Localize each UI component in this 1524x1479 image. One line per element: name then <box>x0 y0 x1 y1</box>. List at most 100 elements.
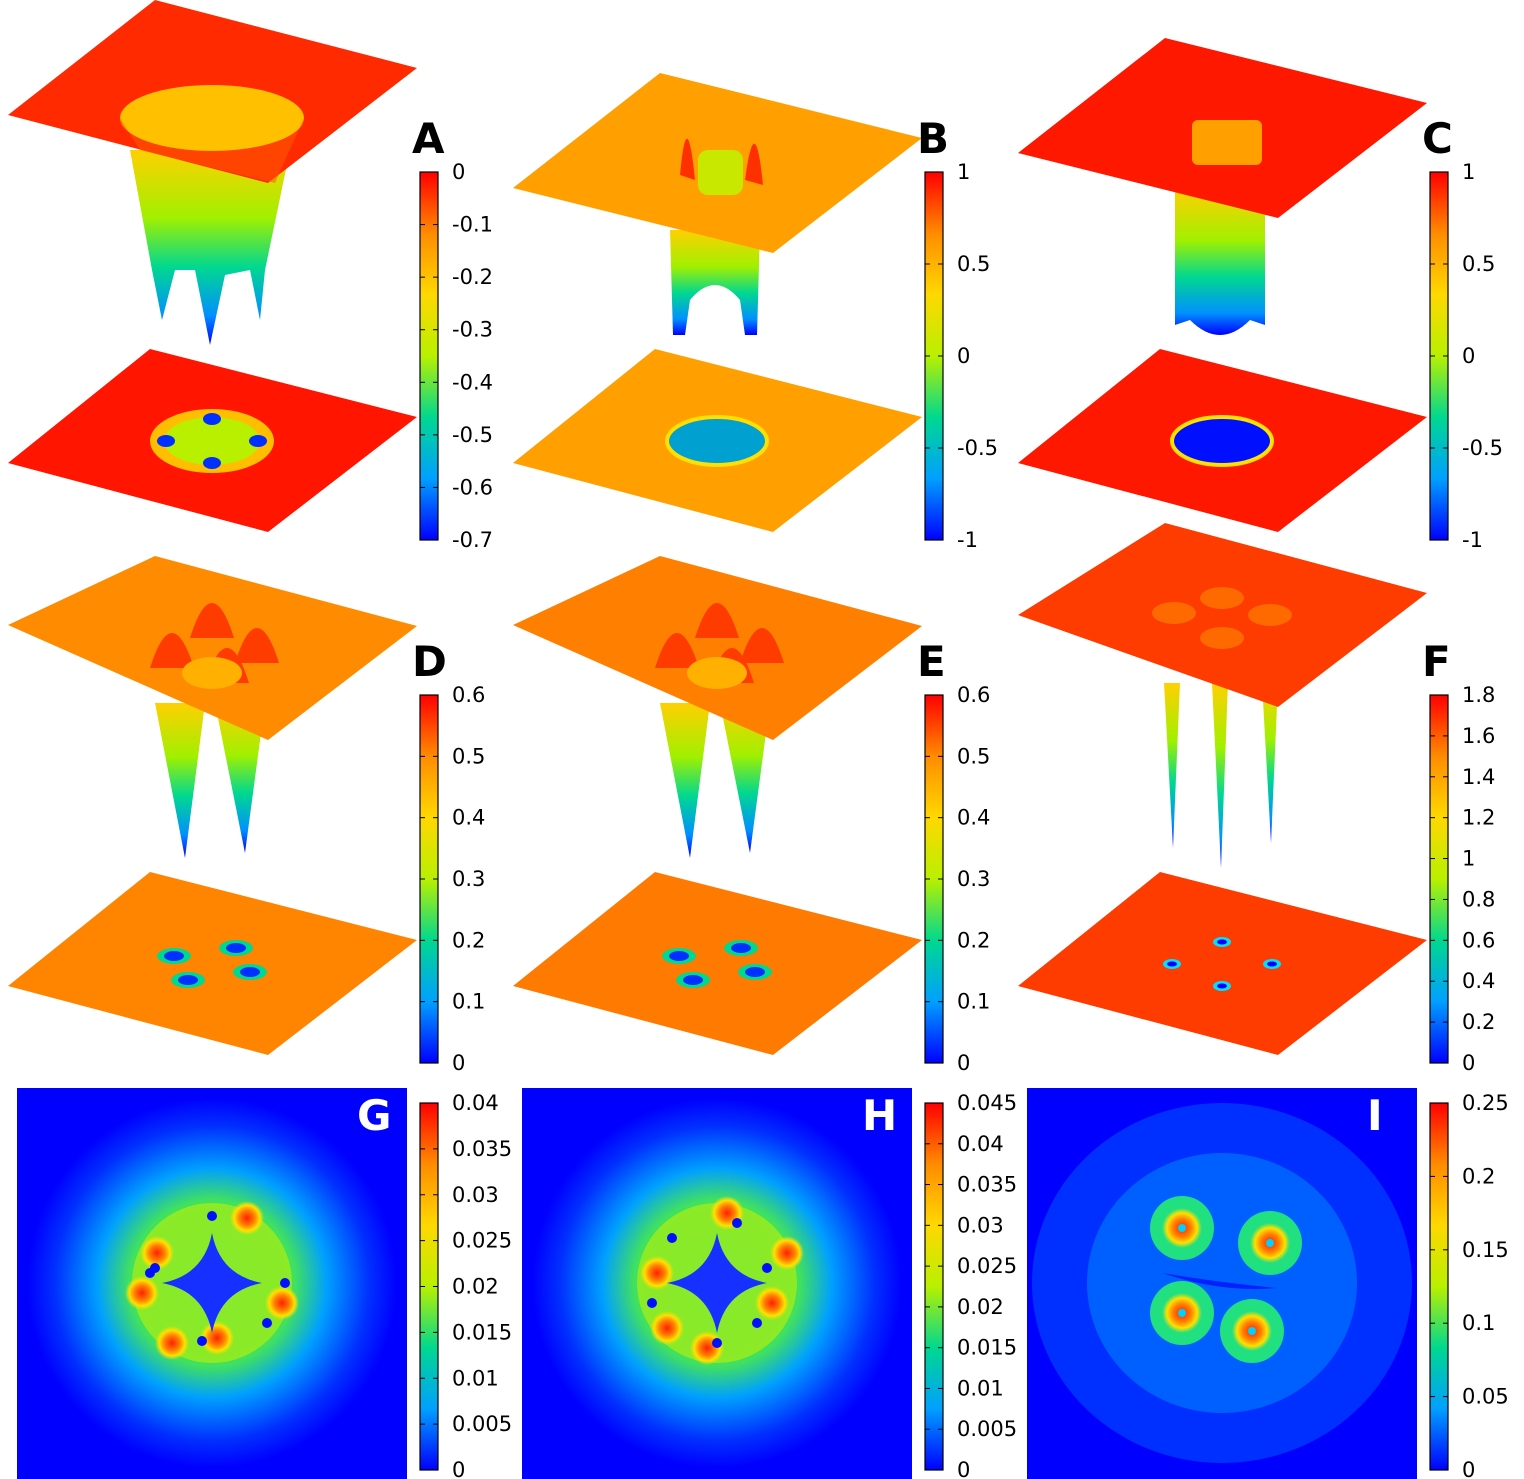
colorbar-tick-label: -1 <box>1462 528 1483 552</box>
colorbar-tick-label: 0.1 <box>452 990 485 1014</box>
surface-dimple <box>1152 602 1196 624</box>
colorbar-tick-label: 1 <box>957 160 970 184</box>
projection-plane <box>1018 872 1427 1055</box>
colorbar-tick-label: 0.6 <box>957 683 990 707</box>
colorbar-tick-label: 0.15 <box>1462 1238 1509 1262</box>
surface-peak <box>655 633 699 668</box>
heatmap-star <box>162 1233 262 1333</box>
colorbar-tick-label: 0.4 <box>957 806 990 830</box>
colorbar-tick-label: 0.4 <box>452 806 485 830</box>
panel-H: H 0.045 0.04 0.035 0.03 0.025 0.02 0.015 0.01 0.0… <box>522 1088 1017 1479</box>
panel-B: 1 0.5 0 -0.5 -1 B <box>513 73 998 552</box>
heatmap-hotspot <box>125 1276 159 1310</box>
heatmap-hotspot <box>640 1256 674 1290</box>
projection-plane <box>8 872 417 1055</box>
projection-feature <box>1267 961 1277 967</box>
colorbar-tick-label: 0.005 <box>452 1412 512 1436</box>
heatmap-vortex-core <box>667 1233 677 1243</box>
colorbar-tick-label: 0.05 <box>1462 1385 1509 1409</box>
colorbar-tick-label: -0.5 <box>957 436 998 460</box>
colorbar-tick-label: 0 <box>1462 1051 1475 1075</box>
colorbar-tick-label: -0.2 <box>452 265 493 289</box>
surface-spike <box>1262 683 1278 843</box>
surface-well <box>120 85 304 151</box>
colorbar-tick-label: 0.2 <box>1462 1010 1495 1034</box>
colorbar-tick-label: 0.2 <box>957 928 990 952</box>
heatmap-vortex-core <box>280 1278 290 1288</box>
colorbar-tick-label: 1 <box>1462 847 1475 871</box>
colorbar <box>419 171 439 541</box>
surface-spike <box>215 703 265 853</box>
surface-spike <box>1164 683 1180 848</box>
colorbar <box>924 1102 944 1471</box>
colorbar-tick-label: 1.8 <box>1462 683 1495 707</box>
heatmap-vortex-core <box>197 1336 207 1346</box>
heatmap-vortex-core <box>712 1338 722 1348</box>
colorbar-tick-label: 0.2 <box>452 928 485 952</box>
heatmap-vortex-core <box>1178 1224 1186 1232</box>
panel-G: G 0.04 0.035 0.03 0.025 0.02 0.015 0.01 0.005 0 <box>17 1088 512 1479</box>
surface-peak <box>190 603 234 638</box>
panel-label: A <box>412 114 445 163</box>
surface-dimple <box>1200 627 1244 649</box>
projection-feature <box>665 415 769 467</box>
projection-feature <box>745 967 765 977</box>
colorbar-tick-label: 0.5 <box>957 252 990 276</box>
colorbar <box>1429 694 1449 1064</box>
surface-well-shade <box>120 118 304 183</box>
surface-spike <box>1212 683 1228 868</box>
colorbar-tick-label: 0.5 <box>1462 252 1495 276</box>
panel-E: 0.6 0.5 0.4 0.3 0.2 0.1 0 E <box>513 556 990 1075</box>
surface-well <box>687 657 747 689</box>
projection-feature <box>683 975 703 985</box>
colorbar-tick-label: 0 <box>957 1458 970 1479</box>
colorbar-tick-label: 0 <box>452 1458 465 1479</box>
panel-label: H <box>862 1091 897 1140</box>
surface-dimple <box>1200 587 1244 609</box>
heatmap-vortex-core <box>150 1263 160 1273</box>
surface-dimple <box>1248 604 1292 626</box>
colorbar-tick-label: 0.6 <box>1462 928 1495 952</box>
colorbar-tick-label: 0.035 <box>452 1137 512 1161</box>
colorbar-tick-label: 0.5 <box>957 744 990 768</box>
heatmap-vortex-core <box>752 1318 762 1328</box>
projection-feature <box>164 951 184 961</box>
colorbar-tick-label: 1 <box>1462 160 1475 184</box>
heatmap-vortex-core <box>262 1318 272 1328</box>
surface-spike <box>720 703 770 853</box>
colorbar-tick-label: 0 <box>452 160 465 184</box>
surface-spikes <box>670 230 760 335</box>
surface-plane <box>1018 523 1427 707</box>
surface-well <box>698 150 743 195</box>
colorbar-tick-label: -0.3 <box>452 318 493 342</box>
panel-label: G <box>357 1091 391 1140</box>
projection-feature <box>226 943 246 953</box>
surface-spike <box>660 703 710 858</box>
heatmap-hotspot <box>650 1311 684 1345</box>
colorbar-tick-label: 0.8 <box>1462 887 1495 911</box>
panel-C: 1 0.5 0 -0.5 -1 C <box>1018 38 1503 552</box>
heatmap-vortex-core <box>1266 1239 1274 1247</box>
colorbar-tick-label: 0.1 <box>957 990 990 1014</box>
colorbar-tick-label: 0.6 <box>452 683 485 707</box>
projection-feature <box>249 435 267 447</box>
colorbar-tick-label: 0.1 <box>1462 1311 1495 1335</box>
projection-feature <box>731 943 751 953</box>
colorbar-tick-label: 0.3 <box>957 867 990 891</box>
heatmap-vortex-core <box>647 1298 657 1308</box>
colorbar-tick-label: -1 <box>957 528 978 552</box>
colorbar <box>1429 1102 1449 1471</box>
colorbar-tick-label: 0 <box>1462 1458 1475 1479</box>
colorbar-tick-label: -0.7 <box>452 528 493 552</box>
colorbar-tick-label: 0.02 <box>452 1275 499 1299</box>
projection-feature <box>1167 961 1177 967</box>
colorbar-tick-label: 1.6 <box>1462 724 1495 748</box>
colorbar-tick-label: 1.4 <box>1462 765 1495 789</box>
colorbar-tick-label: 0.01 <box>452 1366 499 1390</box>
panel-label: C <box>1422 114 1453 163</box>
projection-feature <box>203 457 221 469</box>
colorbar-tick-label: 0.005 <box>957 1417 1017 1441</box>
colorbar-tick-label: 0.03 <box>957 1213 1004 1237</box>
colorbar-tick-label: 0.025 <box>452 1229 512 1253</box>
